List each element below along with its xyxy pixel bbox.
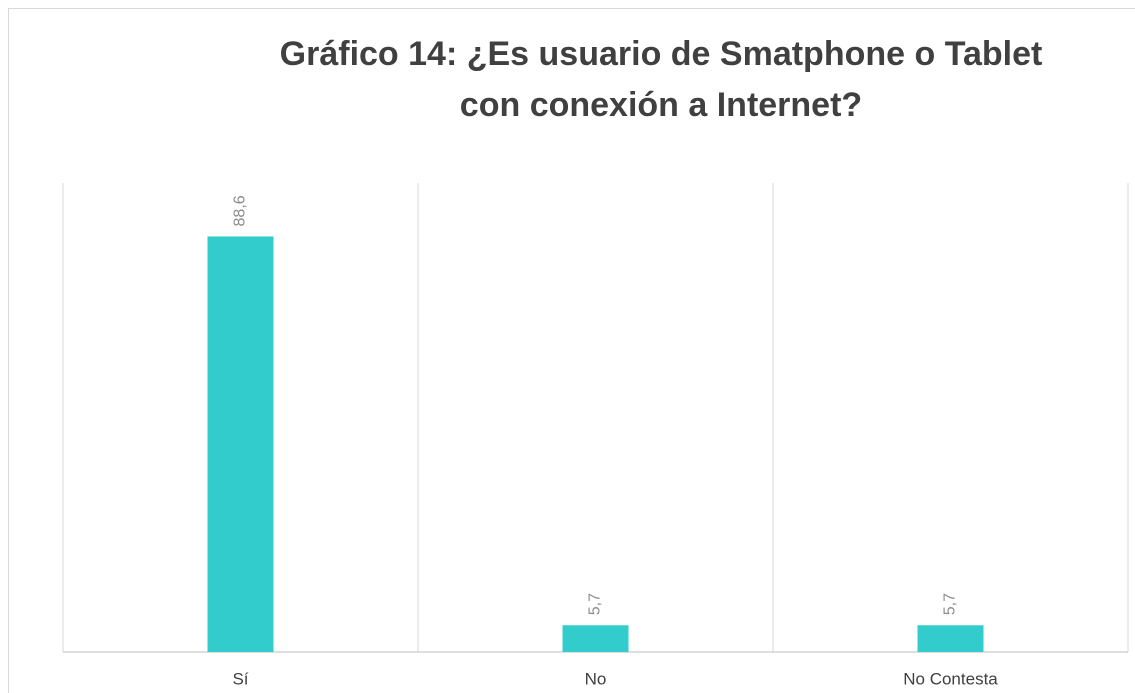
chart-title: Gráfico 14: ¿Es usuario de Smatphone o T…	[280, 35, 1043, 73]
value-label: 5,7	[587, 593, 604, 615]
bar	[562, 625, 629, 652]
x-tick-label: No Contesta	[903, 669, 998, 688]
bar	[207, 236, 274, 652]
value-label: 5,7	[942, 593, 959, 615]
x-tick-label: No	[585, 669, 607, 688]
chart-title: con conexión a Internet?	[460, 86, 862, 124]
x-tick-label: Sí	[232, 669, 248, 688]
value-label: 88,6	[232, 195, 249, 226]
chart-frame	[8, 8, 1135, 693]
bar	[917, 625, 984, 652]
